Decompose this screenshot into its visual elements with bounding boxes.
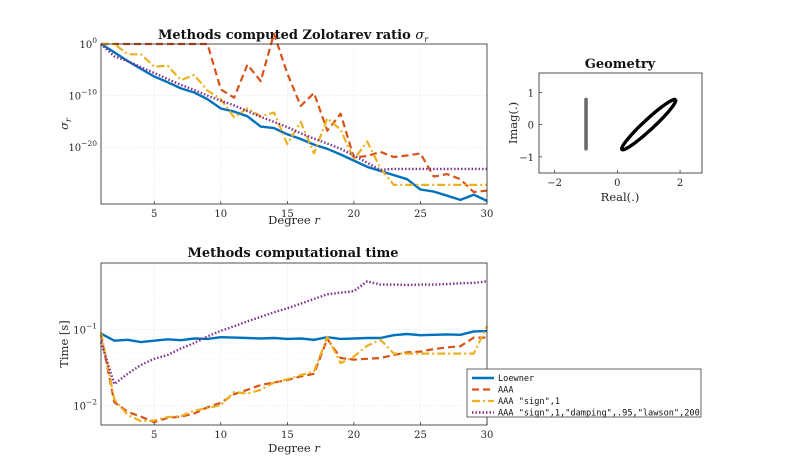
ratio-x-tick-label: 5 (151, 209, 157, 220)
ratio-x-tick-label: 15 (281, 209, 294, 220)
time-grid (101, 263, 488, 425)
time-line-aaa (99, 334, 487, 424)
ratio-x-ticks: 5 10 15 20 25 30 (151, 201, 493, 220)
time-line-aaa-sign-1 (99, 325, 488, 423)
ratio-y-tick-label: 10−20 (68, 139, 97, 154)
ratio-y-label: σr (57, 117, 73, 130)
geometry-x-tick-label: 0 (614, 178, 620, 189)
time-y-tick-label: 10−2 (73, 397, 97, 412)
geometry-y-label: Imag(.) (506, 102, 520, 144)
time-x-tick-label: 30 (481, 430, 494, 441)
legend-label: AAA "sign",1,"damping",.95,"lawson",200 (498, 409, 700, 419)
time-x-tick-label: 10 (214, 430, 227, 441)
ratio-chart-title: Methods computed Zolotarev ratio σr (158, 28, 429, 44)
ratio-x-tick-label: 20 (348, 209, 361, 220)
legend-box (466, 368, 702, 418)
geometry-ellipse (620, 97, 678, 152)
ratio-x-tick-label: 10 (214, 209, 227, 220)
ratio-axes-frame (100, 43, 488, 205)
time-y-label: Time [s] (57, 320, 71, 368)
geometry-chart: Geometry −2 0 2 1 0 −1 Real(.) Imag(.) (506, 57, 703, 204)
geometry-axes-frame (538, 72, 703, 174)
time-x-label: Degree r (268, 441, 321, 455)
geometry-x-ticks: −2 0 2 (547, 170, 683, 189)
time-y-ticks: 10−1 10−2 (73, 321, 97, 412)
ratio-line-aaa-sign-1-damping-95-lawson-200 (100, 43, 487, 172)
geometry-x-tick-label: 2 (677, 178, 683, 189)
geometry-x-tick-label: −2 (547, 178, 562, 189)
geometry-y-tick-label: −1 (519, 153, 534, 164)
time-line-loewner (100, 329, 488, 344)
ratio-x-label: Degree r (268, 213, 321, 227)
geometry-shapes (584, 97, 678, 152)
time-x-ticks: 5 10 15 20 25 30 (151, 422, 493, 441)
time-x-tick-label: 20 (348, 430, 361, 441)
time-y-tick-label: 10−1 (73, 321, 97, 336)
ratio-y-ticks: 100 10−10 10−20 (68, 36, 97, 154)
time-x-tick-label: 5 (151, 430, 157, 441)
geometry-chart-title: Geometry (585, 57, 656, 72)
time-chart: Methods computational time 5 10 15 20 25 30 1… (57, 246, 493, 455)
ratio-x-tick-label: 25 (414, 209, 427, 220)
geometry-x-label: Real(.) (601, 190, 640, 204)
time-line-aaa-sign-1-damping-95-lawson-200 (99, 280, 488, 386)
ratio-y-tick-label: 10−10 (68, 88, 97, 103)
ratio-x-tick-label: 30 (481, 209, 494, 220)
legend-label: Loewner (498, 374, 534, 384)
time-x-tick-label: 15 (281, 430, 294, 441)
time-axes-frame (100, 262, 488, 426)
geometry-y-ticks: 1 0 −1 (519, 88, 542, 164)
ratio-series-lines (100, 32, 488, 202)
ratio-line-loewner (100, 42, 488, 202)
ratio-grid (101, 43, 488, 204)
ratio-y-tick-label: 100 (79, 36, 97, 51)
time-chart-title: Methods computational time (188, 246, 399, 261)
legend-label: AAA (498, 386, 514, 396)
time-series-lines (99, 280, 488, 424)
time-x-tick-label: 25 (414, 430, 427, 441)
ratio-chart: Methods computed Zolotarev ratio σr 5 10 1… (57, 28, 493, 227)
ratio-line-aaa-sign-1 (101, 42, 487, 186)
geometry-y-tick-label: 0 (528, 121, 534, 132)
ratio-line-aaa (101, 32, 488, 194)
geometry-y-tick-label: 1 (528, 88, 534, 99)
legend-label: AAA "sign",1 (498, 397, 560, 407)
